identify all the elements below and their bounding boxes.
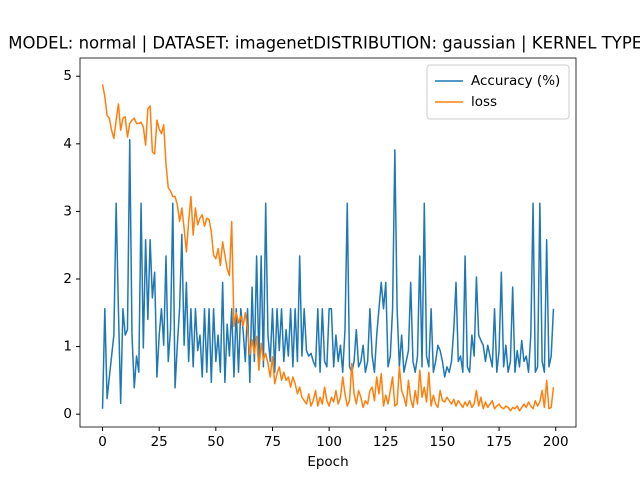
x-tick-label: 75 — [264, 434, 281, 450]
x-tick-label: 100 — [316, 434, 342, 450]
x-tick-label: 200 — [543, 434, 569, 450]
y-tick-label: 0 — [63, 406, 72, 422]
y-tick-label: 4 — [63, 136, 72, 152]
x-tick-label: 25 — [151, 434, 168, 450]
legend-box — [426, 64, 570, 120]
x-tick-label: 50 — [207, 434, 224, 450]
x-tick-label: 175 — [486, 434, 512, 450]
x-tick-label: 150 — [430, 434, 456, 450]
axes-frame — [79, 57, 577, 428]
x-tick-label: 0 — [98, 434, 107, 450]
x-tick-label: 125 — [373, 434, 399, 450]
chart-title: MODEL: normal | DATASET: imagenetDISTRIB… — [8, 34, 640, 53]
legend-label: Accuracy (%) — [471, 73, 560, 89]
y-tick-label: 2 — [63, 271, 72, 287]
y-tick-label: 1 — [63, 339, 72, 355]
y-tick-label: 3 — [63, 203, 72, 219]
legend-label: loss — [471, 94, 497, 110]
x-axis-label: Epoch — [307, 454, 348, 470]
line-series — [101, 84, 555, 412]
y-tick-label: 5 — [63, 68, 72, 84]
legend: Accuracy (%) loss — [426, 64, 570, 120]
line-series — [101, 139, 555, 409]
